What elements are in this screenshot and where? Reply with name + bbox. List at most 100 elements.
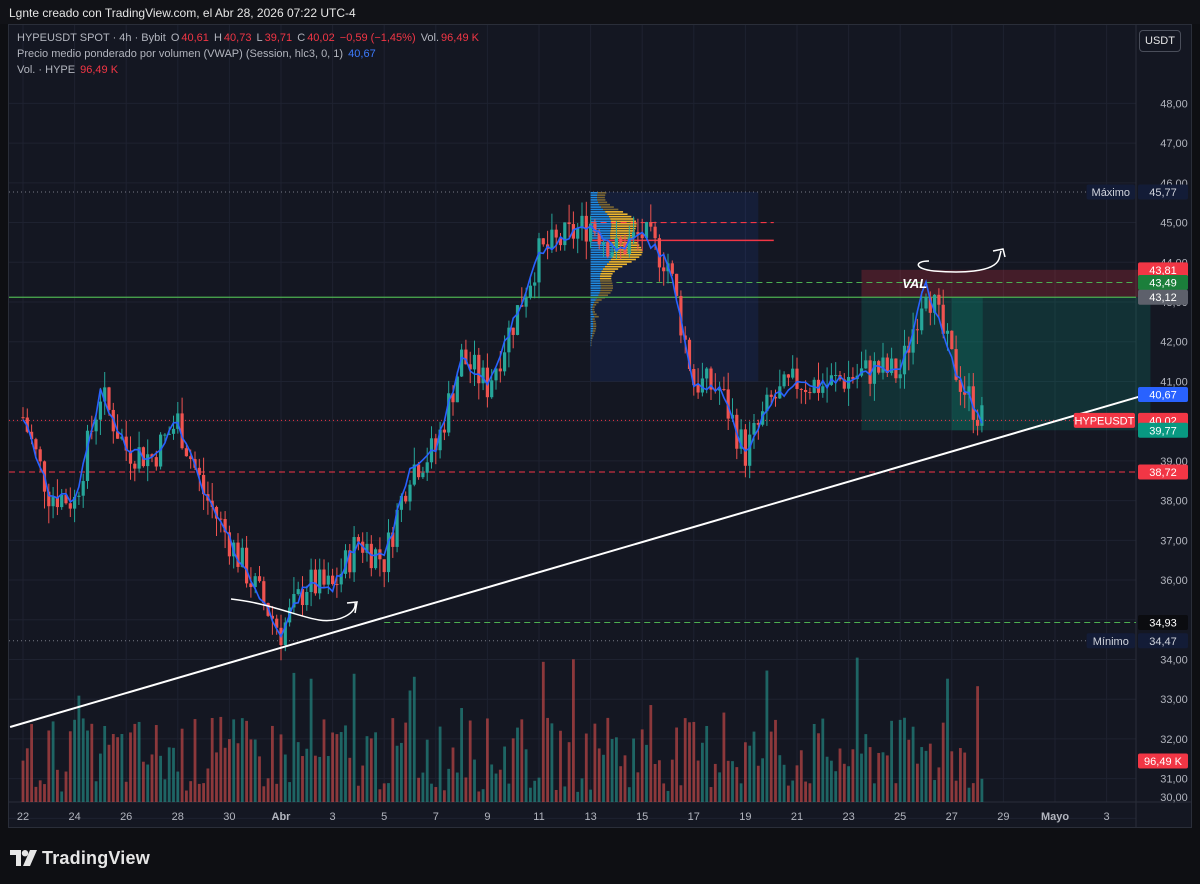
candle[interactable] [503,352,507,372]
candle[interactable] [176,413,180,429]
candle[interactable] [601,242,606,245]
candle[interactable] [864,360,868,369]
candle[interactable] [963,391,967,395]
candle[interactable] [214,506,219,519]
candle[interactable] [533,282,537,286]
candle[interactable] [309,569,313,593]
candle[interactable] [769,394,773,397]
candle[interactable] [597,232,601,245]
candle[interactable] [133,463,137,469]
candle[interactable] [395,509,399,547]
candle[interactable] [696,385,700,393]
candle[interactable] [227,532,231,557]
candle[interactable] [980,405,984,426]
candle[interactable] [150,454,154,458]
candle[interactable] [60,494,64,508]
candle[interactable] [451,393,455,403]
candle[interactable] [915,329,919,331]
candle[interactable] [494,368,498,381]
candle[interactable] [692,368,696,386]
candle[interactable] [326,575,330,585]
candle[interactable] [219,518,223,520]
candle[interactable] [94,419,98,432]
candle[interactable] [356,537,360,542]
candle[interactable] [950,330,954,350]
legend-symbol[interactable]: HYPEUSDT SPOT · 4h · Bybit [17,32,166,44]
trendline[interactable] [9,392,1151,728]
candle[interactable] [872,361,876,384]
candle[interactable] [971,386,975,420]
candle[interactable] [21,417,25,419]
candle[interactable] [924,297,928,309]
candle[interactable] [851,376,855,380]
candle[interactable] [567,222,571,225]
candle[interactable] [606,242,610,257]
candle[interactable] [313,569,317,594]
candle[interactable] [748,434,752,466]
candle[interactable] [184,448,188,457]
drawn-arrow-top[interactable] [917,248,1006,273]
candle[interactable] [455,376,459,403]
candle[interactable] [920,308,924,331]
candle[interactable] [554,229,558,238]
candle[interactable] [442,429,446,433]
currency-button[interactable]: USDT [1139,30,1181,52]
candle[interactable] [146,454,150,467]
candle[interactable] [438,429,442,451]
candle[interactable] [941,304,945,334]
candle[interactable] [382,559,386,573]
candle[interactable] [30,431,34,440]
candle[interactable] [786,374,790,378]
candle[interactable] [515,305,520,335]
candle[interactable] [511,327,515,335]
candle[interactable] [773,396,778,399]
candle[interactable] [374,549,378,569]
candle[interactable] [464,349,468,365]
candle[interactable] [834,375,838,377]
candle[interactable] [563,222,567,246]
candle[interactable] [937,294,941,305]
candle[interactable] [795,368,799,389]
candle[interactable] [722,389,726,391]
candle[interactable] [842,379,846,389]
candle[interactable] [928,297,932,313]
candle[interactable] [537,238,541,283]
drawn-arrow-bottom[interactable] [230,598,358,622]
candle[interactable] [141,447,145,467]
candle[interactable] [976,419,980,426]
candle[interactable] [782,374,786,387]
candle[interactable] [434,438,438,451]
candle[interactable] [825,384,829,387]
candle[interactable] [197,467,201,475]
candle[interactable] [335,584,339,586]
candle[interactable] [55,496,59,508]
candle[interactable] [167,433,171,435]
candle[interactable] [348,550,352,573]
candle[interactable] [640,234,644,239]
candle[interactable] [726,389,730,419]
candle[interactable] [657,238,661,268]
candle[interactable] [687,339,692,369]
candle[interactable] [331,575,335,585]
candle[interactable] [399,495,403,510]
candle[interactable] [627,237,631,255]
candle[interactable] [898,374,902,379]
candle[interactable] [791,368,795,378]
candle[interactable] [589,223,593,242]
candle[interactable] [421,472,425,478]
candle[interactable] [64,494,68,504]
candle[interactable] [636,232,640,235]
candle[interactable] [365,543,369,553]
candle[interactable] [524,297,528,307]
candle[interactable] [460,349,464,377]
candle[interactable] [739,429,743,449]
candle[interactable] [202,474,206,495]
candle[interactable] [292,594,296,608]
candle[interactable] [593,223,597,233]
candle[interactable] [404,495,408,502]
candle[interactable] [137,447,141,469]
candle[interactable] [528,285,532,298]
candle[interactable] [283,622,287,646]
candle[interactable] [352,537,356,573]
candle[interactable] [322,569,326,585]
